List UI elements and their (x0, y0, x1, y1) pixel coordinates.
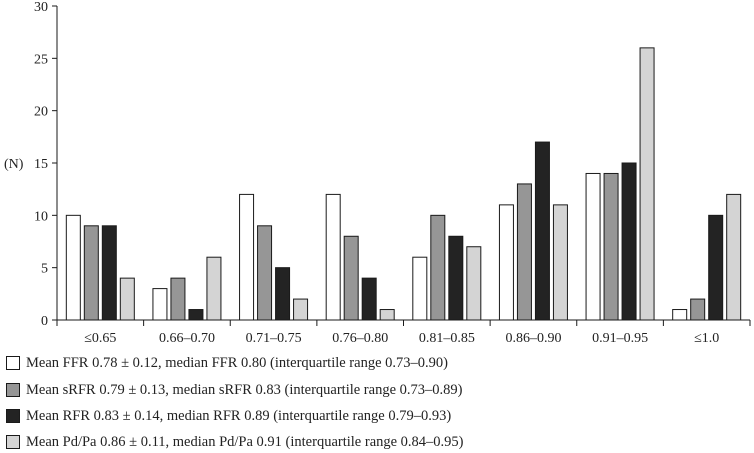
x-tick-label: 0.86–0.90 (505, 331, 561, 345)
bar-series-0 (672, 309, 688, 321)
bar-series-3 (726, 193, 742, 321)
bar-series-0 (412, 256, 428, 321)
bar-series-3 (206, 256, 222, 321)
bar-series-0 (65, 214, 81, 321)
bar-series-2 (101, 225, 117, 321)
legend-label-pdpa: Mean Pd/Pa 0.86 ± 0.11, median Pd/Pa 0.9… (26, 433, 464, 450)
bar-series-2 (621, 162, 637, 321)
y-axis-label: (N) (4, 157, 24, 172)
legend-swatch-ffr (6, 356, 20, 370)
bar-series-3 (552, 204, 568, 321)
y-axis: 0 5 10 15 20 25 30 (34, 0, 58, 329)
x-tick-label: ≤1.0 (694, 331, 719, 345)
x-tick-label: 0.81–0.85 (419, 331, 475, 345)
y-tick-label: 5 (41, 262, 48, 277)
bar-series-1 (83, 225, 99, 321)
y-tick-label: 20 (34, 105, 48, 120)
bar-series-group (65, 47, 742, 321)
x-tick-label: 0.76–0.80 (332, 331, 388, 345)
bar-series-1 (257, 225, 273, 321)
bar-series-0 (152, 288, 168, 321)
legend-item-srfr: Mean sRFR 0.79 ± 0.13, median sRFR 0.83 … (6, 380, 462, 400)
bar-series-2 (361, 277, 377, 321)
bar-series-1 (516, 183, 532, 321)
bar-series-3 (293, 298, 309, 321)
bar-series-2 (188, 309, 204, 321)
bar-series-3 (379, 309, 395, 321)
bar-series-1 (690, 298, 706, 321)
bar-series-1 (603, 172, 619, 321)
legend-label-ffr: Mean FFR 0.78 ± 0.12, median FFR 0.80 (i… (26, 354, 448, 371)
legend-item-ffr: Mean FFR 0.78 ± 0.12, median FFR 0.80 (i… (6, 353, 448, 373)
y-tick-label: 10 (34, 209, 48, 224)
legend-swatch-rfr (6, 409, 20, 423)
bar-series-3 (119, 277, 135, 321)
bar-series-2 (708, 214, 724, 321)
legend-item-pdpa: Mean Pd/Pa 0.86 ± 0.11, median Pd/Pa 0.9… (6, 432, 464, 452)
x-tick-label: 0.66–0.70 (159, 331, 215, 345)
bar-series-1 (430, 214, 446, 321)
bar-series-0 (239, 193, 255, 321)
y-tick-label: 15 (34, 157, 48, 172)
x-tick-label: ≤0.65 (84, 331, 116, 345)
legend-item-rfr: Mean RFR 0.83 ± 0.14, median RFR 0.89 (i… (6, 406, 451, 426)
y-tick-label: 25 (34, 52, 48, 67)
bar-series-2 (534, 141, 550, 321)
y-tick-label: 30 (34, 0, 48, 15)
legend-label-rfr: Mean RFR 0.83 ± 0.14, median RFR 0.89 (i… (26, 407, 452, 424)
x-axis: ≤0.65 0.66–0.70 0.71–0.75 0.76–0.80 0.81–0.8… (56, 319, 751, 345)
x-tick-label: 0.71–0.75 (246, 331, 302, 345)
bar-series-2 (448, 235, 464, 321)
legend-label-srfr: Mean sRFR 0.79 ± 0.13, median sRFR 0.83 … (26, 381, 463, 398)
x-tick-label: 0.91–0.95 (592, 331, 648, 345)
bar-chart: 0 5 10 15 20 25 30 ≤0.65 0.66–0.70 0.71–0.75 0.76… (4, 0, 751, 345)
bar-series-3 (639, 47, 655, 321)
bar-series-0 (498, 204, 514, 321)
legend-swatch-pdpa (6, 435, 20, 449)
legend-swatch-srfr (6, 383, 20, 397)
y-tick-label: 0 (41, 314, 48, 329)
bar-series-1 (343, 235, 359, 321)
bar-series-3 (466, 246, 482, 321)
bar-series-1 (170, 277, 186, 321)
bar-series-0 (585, 172, 601, 321)
bar-series-0 (325, 193, 341, 321)
bar-series-2 (275, 267, 291, 321)
